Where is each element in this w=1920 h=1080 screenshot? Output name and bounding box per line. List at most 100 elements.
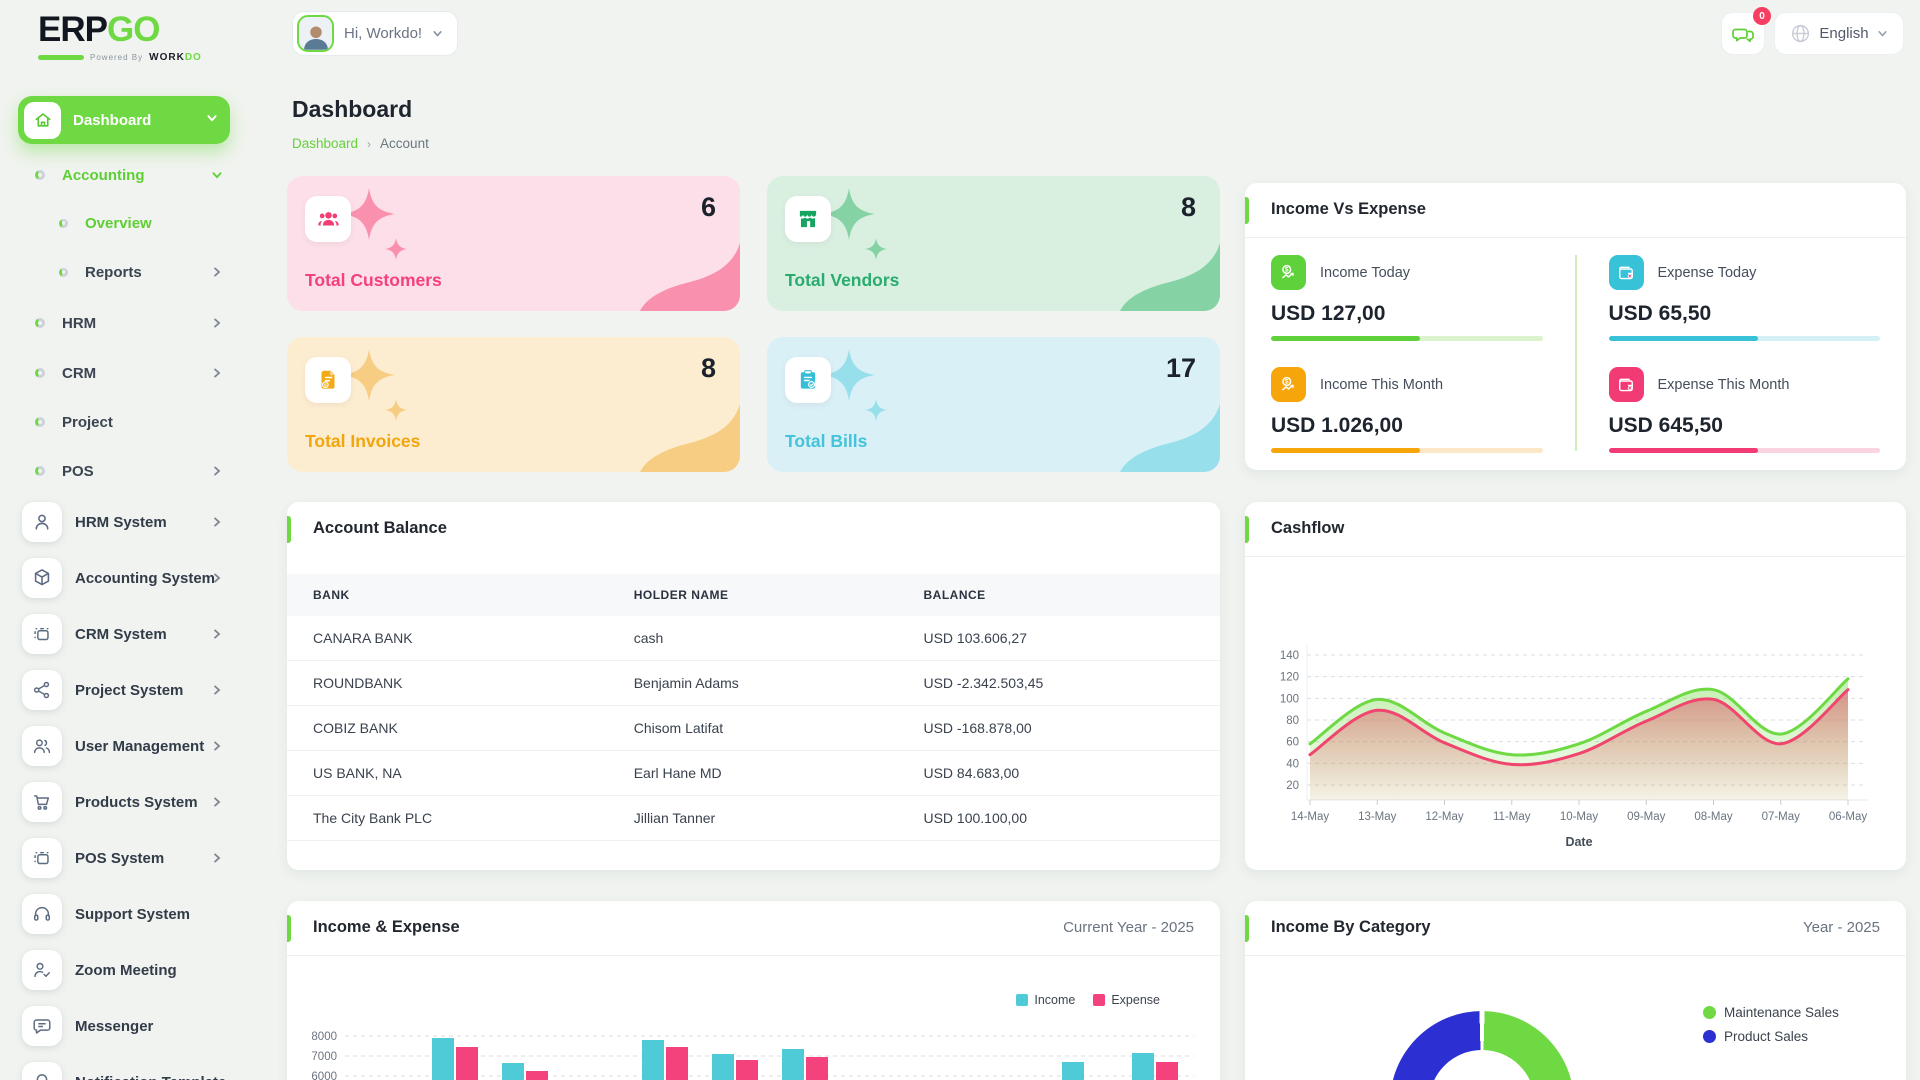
divider (1245, 955, 1906, 956)
panel-title: Income & Expense (313, 918, 460, 936)
column-header: HOLDER NAME (607, 574, 898, 616)
table-cell: USD -168.878,00 (897, 705, 1220, 751)
legend-item: Product Sales (1703, 1029, 1839, 1044)
sidebar-item-label: CRM System (75, 625, 167, 643)
svg-text:14-May: 14-May (1291, 811, 1330, 823)
column-header: BALANCE (897, 574, 1220, 616)
svg-text:100: 100 (1280, 693, 1299, 705)
table-cell: USD 84.683,00 (897, 750, 1220, 796)
stat-value: 8 (1180, 192, 1196, 222)
messages-button[interactable]: 0 (1721, 7, 1771, 55)
sidebar-item-reports[interactable]: Reports (0, 250, 265, 294)
sidebar-item-project-system[interactable]: Project System (0, 666, 265, 714)
stat-label: Total Bills (785, 431, 868, 451)
brand-logo[interactable]: ERPGO Powered By WORKDO (38, 10, 202, 63)
bullet-icon (35, 466, 45, 476)
legend-item: Maintenance Sales (1703, 1005, 1839, 1020)
sidebar-item-accounting-system[interactable]: Accounting System (0, 554, 265, 602)
wallet-icon (1608, 367, 1644, 402)
svg-text:20: 20 (1286, 780, 1299, 792)
table-cell: USD -2.342.503,45 (897, 660, 1220, 706)
summary-label: Expense Today (1657, 264, 1757, 281)
legend-swatch (1703, 1030, 1716, 1043)
sparkle-icon (343, 188, 395, 245)
bullet-icon (35, 318, 45, 328)
svg-text:13-May: 13-May (1358, 811, 1397, 823)
svg-text:120: 120 (1280, 672, 1299, 684)
divider (1245, 237, 1906, 238)
language-label: English (1819, 25, 1869, 42)
summary-value: USD 645,50 (1608, 414, 1723, 437)
chevron-right-icon (211, 317, 223, 329)
summary-expense-this-month: Expense This Month USD 645,50 (1608, 367, 1880, 453)
sidebar-item-label: Reports (85, 263, 142, 281)
svg-text:07-May: 07-May (1762, 811, 1801, 823)
sidebar-item-pos-system[interactable]: POS System (0, 834, 265, 882)
sidebar-item-crm[interactable]: CRM (0, 351, 265, 395)
sidebar-dashboard-label: Dashboard (73, 111, 152, 129)
chevron-down-icon (206, 111, 218, 129)
breadcrumb: Dashboard › Account (292, 136, 429, 151)
sidebar-item-accounting[interactable]: Accounting (0, 153, 265, 197)
sidebar-item-dashboard[interactable]: Dashboard (18, 96, 230, 144)
sidebar-item-label: HRM System (75, 513, 167, 531)
brand-tagline: Powered By WORKDO (38, 52, 202, 63)
user-menu-button[interactable]: Hi, Workdo! (292, 11, 459, 56)
column-header: BANK (287, 574, 608, 616)
chevron-right-icon (211, 628, 223, 640)
sidebar-item-overview[interactable]: Overview (0, 201, 265, 245)
sidebar-item-zoom-meeting[interactable]: Zoom Meeting (0, 946, 265, 994)
income-vs-expense-panel: Income Vs Expense $ Income Today USD 127,0… (1245, 183, 1906, 470)
sidebar-item-support-system[interactable]: Support System (0, 890, 265, 938)
sidebar-item-products-system[interactable]: Products System (0, 778, 265, 826)
invoice-icon: $ (305, 357, 351, 403)
user-greeting: Hi, Workdo! (344, 25, 423, 42)
sparkle-icon (385, 399, 407, 426)
table-row: CANARA BANK cash USD 103.606,27 (287, 616, 1220, 661)
sidebar-item-messenger[interactable]: Messenger (0, 1002, 265, 1050)
svg-text:6000: 6000 (311, 1071, 337, 1080)
sidebar-item-project[interactable]: Project (0, 400, 265, 444)
svg-text:Date: Date (1565, 835, 1592, 849)
breadcrumb-dashboard-link[interactable]: Dashboard (292, 136, 359, 151)
divider (1245, 556, 1906, 557)
notification-badge: 0 (1753, 7, 1771, 25)
table-cell: USD 103.606,27 (897, 616, 1220, 661)
stat-value: 8 (700, 353, 716, 383)
sparkle-icon (343, 349, 395, 406)
sidebar-item-hrm-system[interactable]: HRM System (0, 498, 265, 546)
panel-accent (1245, 197, 1249, 224)
headset-icon (22, 894, 62, 934)
svg-text:$: $ (1285, 267, 1289, 274)
language-selector[interactable]: English (1774, 12, 1904, 55)
sidebar-item-user-management[interactable]: User Management (0, 722, 265, 770)
sidebar-item-crm-system[interactable]: CRM System (0, 610, 265, 658)
stat-value: 17 (1165, 353, 1196, 383)
sidebar-item-label: HRM (62, 314, 97, 332)
person-icon (22, 502, 62, 542)
sidebar-item-notification-template[interactable]: Notification Template (0, 1058, 265, 1080)
divider (1575, 255, 1577, 451)
bell-icon (22, 1062, 62, 1080)
svg-text:06-May: 06-May (1829, 811, 1868, 823)
legend-swatch (1703, 1006, 1716, 1019)
panel-accent (1245, 915, 1249, 942)
svg-text:60: 60 (1286, 737, 1299, 749)
bullet-icon (59, 267, 68, 277)
workdo-label: WORKDO (149, 52, 202, 63)
chevron-right-icon (211, 684, 223, 696)
stat-label: Total Invoices (305, 431, 421, 451)
breadcrumb-current: Account (380, 136, 429, 151)
stat-card-total-bills: 17 Total Bills (767, 337, 1220, 472)
sidebar-item-pos[interactable]: POS (0, 449, 265, 493)
summary-income-today: $ Income Today USD 127,00 (1271, 255, 1543, 341)
summary-value: USD 1.026,00 (1271, 414, 1403, 437)
panel-accent (1245, 516, 1249, 543)
table-cell: Chisom Latifat (607, 705, 898, 751)
sidebar-item-hrm[interactable]: HRM (0, 301, 265, 345)
table-cell: USD 100.100,00 (897, 795, 1220, 841)
sidebar-item-label: User Management (75, 737, 205, 755)
summary-expense-today: Expense Today USD 65,50 (1608, 255, 1880, 341)
legend-label: Product Sales (1724, 1029, 1809, 1044)
svg-text:08-May: 08-May (1694, 811, 1733, 823)
